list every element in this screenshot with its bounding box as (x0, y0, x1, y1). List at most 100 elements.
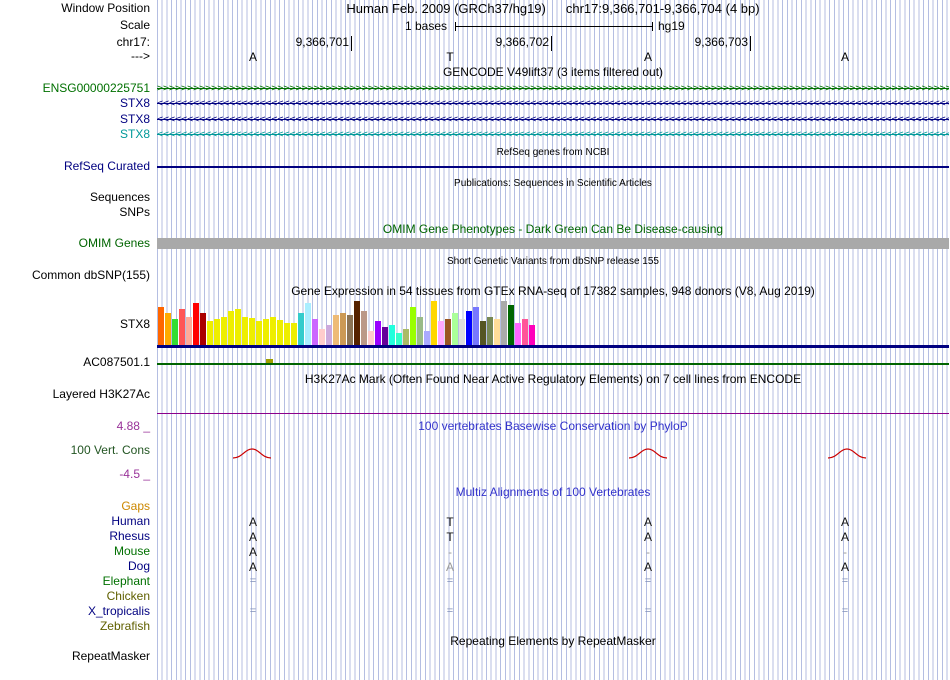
gtex-tissue-bar[interactable] (263, 319, 269, 345)
multiz-label-xtropicalis[interactable]: X_tropicalis (87, 604, 150, 618)
gtex-tissue-bar[interactable] (529, 325, 535, 345)
gtex-tissue-bar[interactable] (459, 319, 465, 345)
gtex-tissue-bar[interactable] (354, 301, 360, 345)
multiz-label-human[interactable]: Human (111, 514, 150, 528)
track-label-omim[interactable]: OMIM Genes (78, 236, 150, 250)
gtex-tissue-bar[interactable] (375, 321, 381, 345)
multiz-label-dog[interactable]: Dog (127, 559, 150, 573)
gtex-tissue-bar[interactable] (179, 309, 185, 345)
align-dog-1: A (248, 560, 257, 574)
gtex-tissue-bar[interactable] (291, 323, 297, 345)
gtex-tissue-bar[interactable] (396, 333, 402, 345)
track-label-stx8-3[interactable]: STX8 (119, 127, 150, 141)
gtex-tissue-bar[interactable] (158, 307, 164, 345)
gtex-tissue-bar[interactable] (340, 313, 346, 345)
gtex-tissue-bar[interactable] (445, 319, 451, 345)
multiz-label-rhesus[interactable]: Rhesus (109, 529, 150, 543)
multiz-label-mouse[interactable]: Mouse (113, 544, 150, 558)
omim-gene-bar[interactable] (157, 238, 949, 249)
track-label-dbsnp[interactable]: Common dbSNP(155) (31, 268, 150, 282)
gtex-tissue-bar[interactable] (228, 311, 234, 345)
track-label-ensg[interactable]: ENSG00000225751 (42, 81, 150, 95)
phylop-wiggle-3[interactable] (827, 447, 867, 461)
gtex-tissue-bar[interactable] (249, 318, 255, 345)
gtex-tissue-bar[interactable] (326, 325, 332, 345)
gene-item-stx8-3-arrows[interactable]: <<<<<<<<<<<<<<<<<<<<<<<<<<<<<<<<<<<<<<<<… (157, 128, 949, 141)
h3k27ac-signal-baseline[interactable] (157, 413, 949, 414)
gtex-tissue-bar[interactable] (319, 329, 325, 345)
gtex-tissue-bar[interactable] (515, 323, 521, 345)
multiz-label-zebrafish[interactable]: Zebrafish (99, 619, 150, 633)
phylop-wiggle-2[interactable] (628, 447, 668, 461)
gtex-tissue-bar[interactable] (452, 313, 458, 345)
gtex-tissue-bar[interactable] (172, 319, 178, 345)
gtex-tissue-bar[interactable] (256, 321, 262, 345)
gtex-tissue-bar[interactable] (214, 319, 220, 345)
gtex-tissue-bar[interactable] (347, 315, 353, 345)
multiz-label-gaps[interactable]: Gaps (121, 499, 150, 513)
gtex-tissue-bar[interactable] (508, 305, 514, 345)
track-label-gtex-stx8[interactable]: STX8 (119, 317, 150, 331)
ruler-base-4: A (840, 50, 849, 64)
gtex-tissue-bar[interactable] (473, 307, 479, 345)
gtex-tissue-bar[interactable] (522, 319, 528, 345)
gtex-tissue-bar[interactable] (270, 317, 276, 345)
track-label-sequences[interactable]: Sequences (89, 190, 150, 204)
gtex-tissue-bar[interactable] (361, 311, 367, 345)
track-label-snps[interactable]: SNPs (119, 205, 150, 219)
gtex-tissue-bar[interactable] (207, 321, 213, 345)
gtex-tissue-bar[interactable] (200, 313, 206, 345)
gtex-tissue-bar[interactable] (501, 301, 507, 345)
gtex-tissue-bar[interactable] (466, 311, 472, 345)
gtex-tissue-bar[interactable] (221, 317, 227, 345)
gene-item-stx8-2-arrows[interactable]: <<<<<<<<<<<<<<<<<<<<<<<<<<<<<<<<<<<<<<<<… (157, 113, 949, 126)
gtex-tissue-bar[interactable] (480, 321, 486, 345)
gtex-tissue-bar[interactable] (494, 319, 500, 345)
track-label-stx8-2[interactable]: STX8 (119, 112, 150, 126)
gtex-tissue-bar[interactable] (165, 313, 171, 345)
gtex-tissue-bar[interactable] (403, 329, 409, 345)
gene-item-ensg-arrows[interactable]: >>>>>>>>>>>>>>>>>>>>>>>>>>>>>>>>>>>>>>>>… (157, 82, 949, 95)
gtex-tissue-bar[interactable] (305, 303, 311, 345)
gtex-tissue-bar[interactable] (368, 331, 374, 345)
align-mouse-1: A (248, 545, 257, 559)
gtex-tissue-bar[interactable] (284, 323, 290, 345)
align-xtropicalis-2: = (446, 605, 454, 617)
gtex-expression-barchart[interactable] (158, 301, 535, 345)
gtex-tissue-bar[interactable] (438, 321, 444, 345)
ac087501-exon-tick[interactable] (266, 359, 273, 363)
gtex-tissue-bar[interactable] (410, 307, 416, 345)
track-label-refseq-curated[interactable]: RefSeq Curated (63, 159, 150, 173)
scale-bar (455, 22, 653, 31)
multiz-label-elephant[interactable]: Elephant (102, 574, 150, 588)
gtex-tissue-bar[interactable] (389, 325, 395, 345)
gtex-tissue-bar[interactable] (333, 315, 339, 345)
gencode-track-title: GENCODE V49lift37 (3 items filtered out) (442, 65, 664, 79)
align-xtropicalis-1: = (249, 605, 257, 617)
gtex-tissue-bar[interactable] (487, 317, 493, 345)
refseq-gene-line[interactable] (157, 166, 949, 168)
track-label-h3k27ac[interactable]: Layered H3K27Ac (52, 387, 150, 401)
gene-item-stx8-1-arrows[interactable]: <<<<<<<<<<<<<<<<<<<<<<<<<<<<<<<<<<<<<<<<… (157, 97, 949, 110)
gtex-tissue-bar[interactable] (312, 319, 318, 345)
gtex-tissue-bar[interactable] (277, 320, 283, 345)
gtex-tissue-bar[interactable] (424, 331, 430, 345)
gtex-tissue-bar[interactable] (193, 303, 199, 345)
gtex-tissue-bar[interactable] (382, 327, 388, 345)
gtex-tissue-bar[interactable] (242, 317, 248, 345)
gtex-tissue-bar[interactable] (431, 301, 437, 345)
gtex-tissue-bar[interactable] (417, 317, 423, 345)
gtex-track-title: Gene Expression in 54 tissues from GTEx … (291, 284, 815, 298)
gtex-tissue-bar[interactable] (235, 309, 241, 345)
position-tick-1: 9,366,701 (296, 36, 352, 51)
track-label-stx8-1[interactable]: STX8 (119, 96, 150, 110)
gtex-tissue-bar[interactable] (298, 313, 304, 345)
track-label-ac087501[interactable]: AC087501.1 (83, 355, 150, 369)
ac087501-gene-line[interactable] (157, 363, 949, 365)
track-label-cons[interactable]: 100 Vert. Cons (70, 443, 150, 457)
position-range: chr17:9,366,701-9,366,704 (4 bp) (565, 1, 760, 16)
multiz-label-chicken[interactable]: Chicken (106, 589, 150, 603)
phylop-wiggle-1[interactable] (232, 447, 272, 461)
track-label-repeatmasker[interactable]: RepeatMasker (71, 649, 150, 663)
gtex-tissue-bar[interactable] (186, 317, 192, 345)
